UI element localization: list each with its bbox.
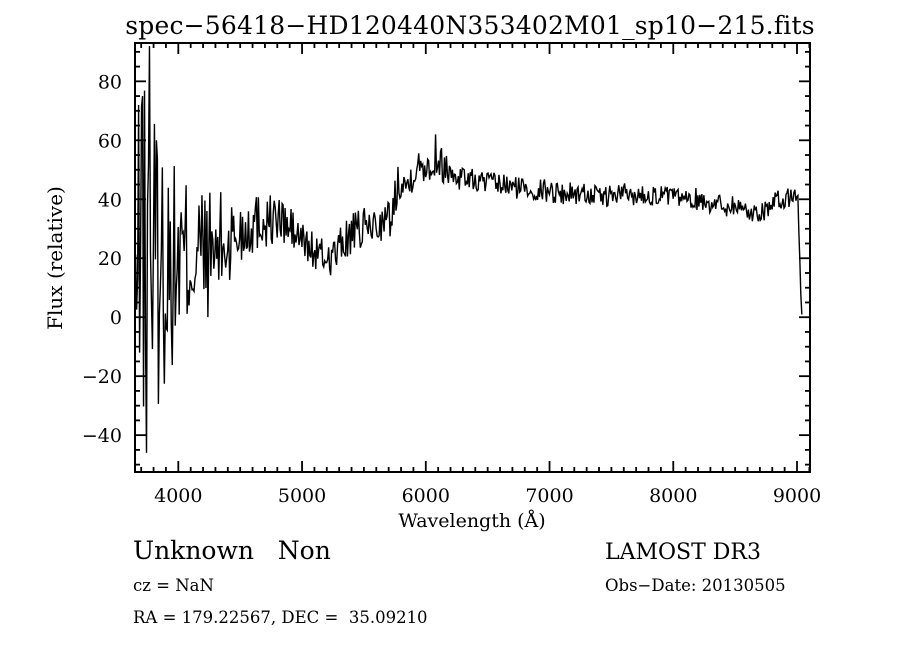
y-tick-label: 80 bbox=[98, 71, 122, 93]
x-axis-label: Wavelength (Å) bbox=[398, 510, 545, 532]
x-tick-label: 8000 bbox=[649, 485, 697, 507]
plot-title: spec−56418−HD120440N353402M01_sp10−215.f… bbox=[125, 11, 815, 40]
y-axis-label: Flux (relative) bbox=[43, 186, 67, 330]
cz-value: cz = NaN bbox=[133, 576, 214, 595]
ra-dec-value: RA = 179.22567, DEC = 35.09210 bbox=[133, 608, 428, 627]
y-tick-label: −20 bbox=[82, 366, 122, 388]
spectrum-line bbox=[134, 45, 803, 453]
y-tick-label: 40 bbox=[98, 189, 122, 211]
y-tick-label: −40 bbox=[82, 425, 122, 447]
x-tick-label: 6000 bbox=[402, 485, 450, 507]
y-tick-label: 0 bbox=[110, 307, 122, 329]
axis-tick-labels: 4000 5000 6000 7000 8000 9000 −40 −20 0 20 40 60 80 bbox=[82, 71, 821, 507]
axis-ticks bbox=[135, 43, 811, 472]
y-tick-label: 20 bbox=[98, 248, 122, 270]
x-tick-label: 5000 bbox=[278, 485, 326, 507]
y-tick-label: 60 bbox=[98, 130, 122, 152]
obs-date-label: Obs−Date: 20130505 bbox=[605, 576, 786, 595]
classification-label: Unknown Non bbox=[133, 536, 331, 565]
plot-frame bbox=[134, 42, 811, 473]
survey-label: LAMOST DR3 bbox=[605, 540, 761, 565]
x-tick-label: 4000 bbox=[154, 485, 202, 507]
x-tick-label: 7000 bbox=[525, 485, 573, 507]
x-tick-label: 9000 bbox=[773, 485, 821, 507]
